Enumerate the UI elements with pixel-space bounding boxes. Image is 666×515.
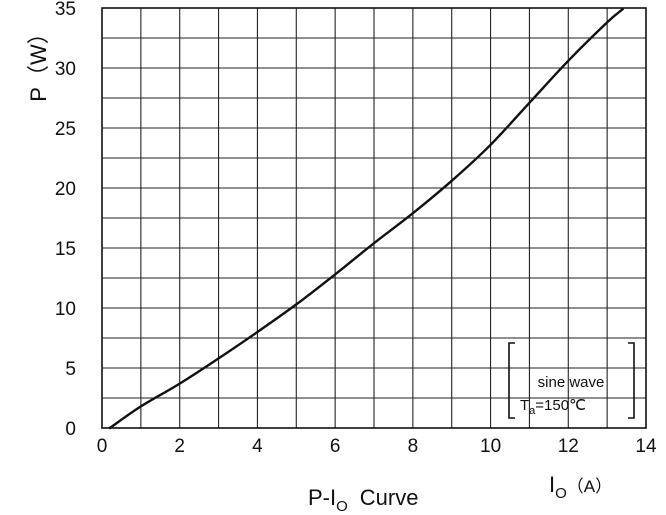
annotation-line-2: Ta=150℃: [520, 397, 586, 417]
x-tick-label: 12: [558, 436, 579, 457]
x-tick-label: 14: [635, 436, 657, 457]
x-axis-title-main: I: [549, 472, 555, 497]
y-tick-label: 5: [65, 359, 76, 380]
x-tick-label: 8: [408, 436, 419, 457]
x-tick-label: 10: [480, 436, 501, 457]
x-tick-label: 0: [97, 436, 108, 457]
plot-frame: [101, 7, 647, 429]
annotation-bracket-left: [508, 342, 515, 419]
annotation-line-2-main: T: [520, 397, 529, 414]
x-axis-title-unit: （A）: [567, 477, 612, 496]
x-tick-labels: 0 2 4 6 8 10 12 14: [97, 436, 657, 457]
x-tick-label: 4: [252, 436, 263, 457]
x-axis-title-sub: O: [555, 485, 567, 502]
y-tick-label: 15: [55, 239, 76, 260]
grid: [102, 8, 646, 428]
annotation-line-2-rest: =150℃: [535, 397, 586, 414]
y-tick-label: 10: [55, 299, 76, 320]
annotation-line-1: sine wave: [538, 374, 605, 391]
y-tick-label: 25: [55, 119, 76, 140]
chart-caption-main: P-I: [308, 485, 336, 510]
x-tick-label: 2: [174, 436, 185, 457]
y-tick-label: 20: [55, 179, 76, 200]
x-tick-label: 6: [330, 436, 341, 457]
series-line-group: [108, 7, 624, 430]
chart-caption-sub: O: [336, 498, 348, 515]
x-axis-title: IO（A）: [549, 472, 612, 502]
annotation-bracket-right: [628, 342, 635, 419]
y-tick-labels: 0 5 10 15 20 25 30 35: [55, 0, 76, 440]
chart-caption-rest: Curve: [360, 485, 419, 510]
y-tick-label: 0: [65, 419, 76, 440]
y-axis-title: P（W）: [26, 22, 51, 101]
plot-border: [101, 7, 647, 429]
chart-caption: P-IO Curve: [308, 485, 418, 515]
annotation-box: sine wave Ta=150℃: [508, 342, 635, 419]
annotation-line-2-sub: a: [529, 405, 536, 417]
series-line: [108, 7, 624, 430]
y-tick-label: 30: [55, 59, 76, 80]
y-tick-label: 35: [55, 0, 76, 20]
